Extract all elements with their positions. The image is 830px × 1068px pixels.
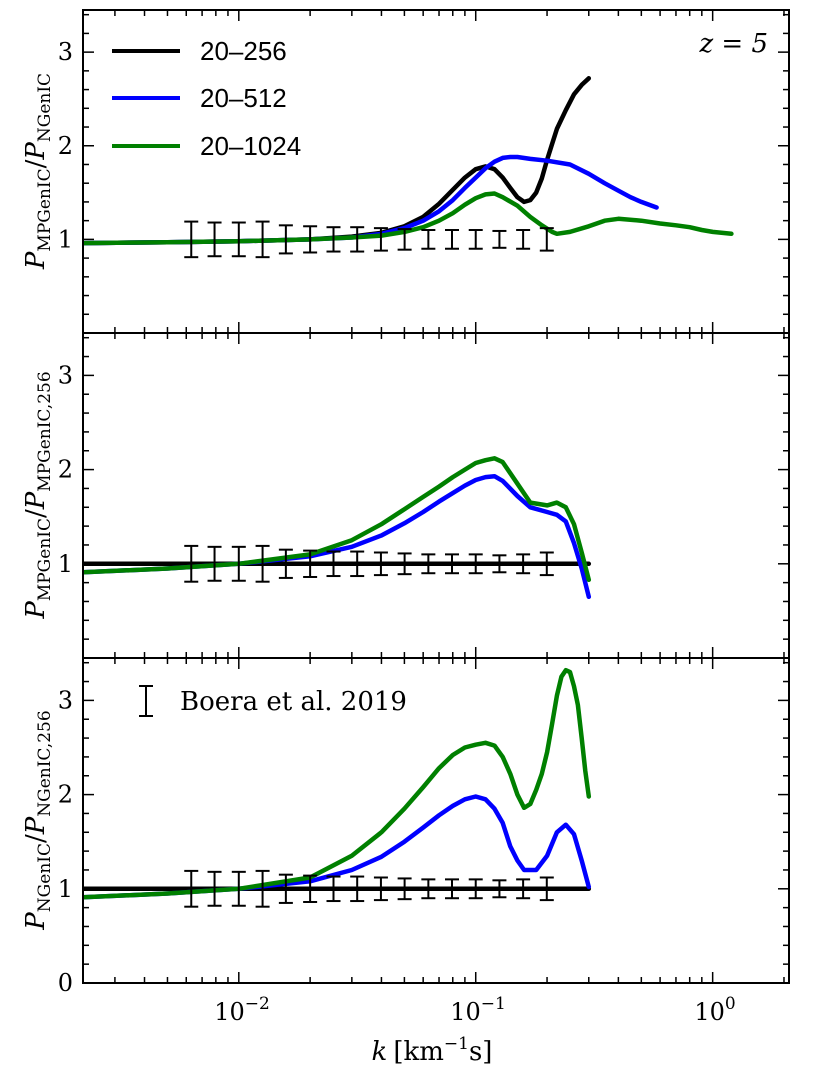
errorbar [231,870,246,907]
errorbar [278,548,293,579]
svg-text:PMPGenIC/PNGenIC: PMPGenIC/PNGenIC [21,73,55,270]
errorbar [350,550,365,578]
panel-bottom: 0 1 2 3 [58,657,790,997]
x-tick-label: 100 [694,994,735,1026]
y-tick-label: 1 [58,225,73,253]
series-line-20-1024 [83,667,592,900]
errorbar-legend: Boera et al. 2019 [139,685,407,717]
errorbar [444,878,459,900]
errorbar-legend-label: Boera et al. 2019 [180,687,407,717]
errorbar [303,549,318,578]
errorbar [255,544,270,583]
errorbar [397,552,412,576]
errorbar [350,226,365,253]
y-tick-label: 1 [58,550,73,578]
errorbar [207,870,222,907]
errorbar [184,869,199,908]
errorbar [184,544,199,583]
series-line-20-1024 [83,456,592,583]
errorbar [539,227,554,252]
errorbar [444,553,459,575]
errorbar [184,220,199,259]
errorbar [516,553,531,575]
errorbar [255,869,270,908]
errorbar [255,220,270,259]
y-tick-label: 2 [58,456,73,484]
errorbar [373,227,388,252]
errorbar [492,554,507,574]
y-tick-label: 2 [58,781,73,809]
errorbar [231,545,246,582]
y-tick-label: 2 [58,132,73,160]
errorbar [397,228,412,251]
y-tick-label: 3 [58,686,73,714]
legend: 20–256 20–512 20–1024 [112,36,301,161]
svg-text:PMPGenIC/PMPGenIC,256: PMPGenIC/PMPGenIC,256 [21,371,55,619]
errorbar [326,550,341,578]
x-axis-label: k [km−1s] [372,1034,493,1067]
errorbar [421,878,436,900]
errorbar [303,225,318,254]
legend-label-20-256: 20–256 [200,36,287,66]
errorbar [492,879,507,899]
series-line-20-512 [83,473,592,600]
y-tick-label: 3 [58,361,73,389]
redshift-annotation: z = 5 [698,29,768,59]
errorbar [326,226,341,253]
errorbar [468,878,483,900]
errorbars [184,869,554,908]
ylabel-middle: PMPGenIC/PMPGenIC,256 [21,371,55,619]
errorbar [444,229,459,250]
x-tick-labels: 10−2 10−1 100 [214,994,735,1026]
errorbar [231,221,246,258]
errorbars [184,544,554,583]
y-tick-label: 0 [58,969,73,997]
ylabel-top: PMPGenIC/PNGenIC [21,73,55,270]
errorbar [539,876,554,902]
errorbar [373,876,388,902]
legend-label-20-1024: 20–1024 [200,131,301,161]
series-group [83,456,592,600]
errorbar [492,229,507,249]
errorbar [539,551,554,577]
y-tick-label: 1 [58,875,73,903]
errorbar [397,877,412,901]
errorbar [373,551,388,577]
errorbar [207,221,222,258]
y-tick-label: 3 [58,38,73,66]
svg-text:PNGenIC/PNGenIC,256: PNGenIC/PNGenIC,256 [21,710,55,930]
series-group [83,667,592,900]
errorbar [278,224,293,255]
errorbars [184,220,554,259]
errorbar [468,553,483,575]
x-tick-label: 10−2 [214,994,270,1026]
x-tick-label: 10−1 [450,994,506,1026]
legend-label-20-512: 20–512 [200,83,287,113]
ylabel-bottom: PNGenIC/PNGenIC,256 [21,710,55,930]
axes-frame [82,657,790,984]
errorbar [516,229,531,250]
errorbar [421,553,436,575]
errorbar [421,229,436,250]
series-line-20-512 [83,794,592,900]
errorbar [516,878,531,900]
errorbar [207,545,222,582]
panel-middle: 1 2 3 [58,332,790,659]
errorbar [278,873,293,904]
errorbar [303,874,318,903]
errorbar [468,229,483,250]
errorbar [326,875,341,903]
errorbar [350,875,365,903]
